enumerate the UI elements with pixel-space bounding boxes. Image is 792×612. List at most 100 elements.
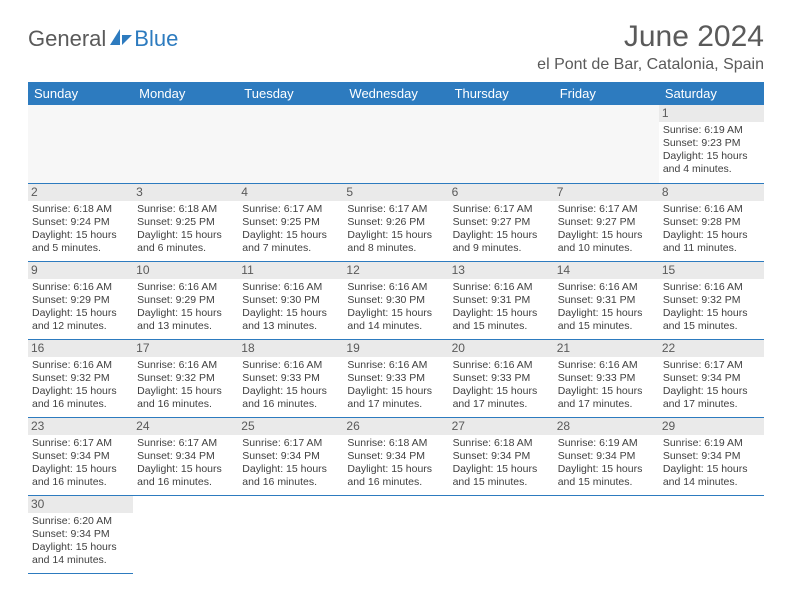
calendar-cell: 19Sunrise: 6:16 AMSunset: 9:33 PMDayligh… — [343, 339, 448, 417]
calendar-row: 9Sunrise: 6:16 AMSunset: 9:29 PMDaylight… — [28, 261, 764, 339]
day-number: 11 — [238, 262, 343, 279]
daylight-line: Daylight: 15 hours and 16 minutes. — [347, 463, 444, 489]
sunset-line: Sunset: 9:33 PM — [347, 372, 444, 385]
day-info: Sunrise: 6:16 AMSunset: 9:32 PMDaylight:… — [137, 359, 234, 412]
calendar-cell — [133, 495, 238, 573]
calendar-cell: 18Sunrise: 6:16 AMSunset: 9:33 PMDayligh… — [238, 339, 343, 417]
day-number: 23 — [28, 418, 133, 435]
daylight-line: Daylight: 15 hours and 16 minutes. — [137, 463, 234, 489]
calendar-row: 16Sunrise: 6:16 AMSunset: 9:32 PMDayligh… — [28, 339, 764, 417]
calendar-cell: 24Sunrise: 6:17 AMSunset: 9:34 PMDayligh… — [133, 417, 238, 495]
sunrise-line: Sunrise: 6:18 AM — [347, 437, 444, 450]
calendar-cell — [449, 105, 554, 183]
calendar-cell: 22Sunrise: 6:17 AMSunset: 9:34 PMDayligh… — [659, 339, 764, 417]
day-number: 24 — [133, 418, 238, 435]
daylight-line: Daylight: 15 hours and 5 minutes. — [32, 229, 129, 255]
day-number: 18 — [238, 340, 343, 357]
day-number: 2 — [28, 184, 133, 201]
day-info: Sunrise: 6:17 AMSunset: 9:34 PMDaylight:… — [663, 359, 760, 412]
calendar-cell: 13Sunrise: 6:16 AMSunset: 9:31 PMDayligh… — [449, 261, 554, 339]
calendar-cell: 9Sunrise: 6:16 AMSunset: 9:29 PMDaylight… — [28, 261, 133, 339]
sunset-line: Sunset: 9:32 PM — [32, 372, 129, 385]
sunset-line: Sunset: 9:23 PM — [663, 137, 760, 150]
calendar-cell: 15 Sunrise: 6:16 AMSunset: 9:32 PMDayligh… — [659, 261, 764, 339]
day-info: Sunrise: 6:19 AMSunset: 9:34 PMDaylight:… — [558, 437, 655, 490]
month-title: June 2024 — [537, 20, 764, 54]
sunset-line: Sunset: 9:26 PM — [347, 216, 444, 229]
sunrise-line: Sunrise: 6:17 AM — [242, 437, 339, 450]
sunrise-line: Sunrise: 6:17 AM — [558, 203, 655, 216]
daylight-line: Daylight: 15 hours and 17 minutes. — [558, 385, 655, 411]
location-text: el Pont de Bar, Catalonia, Spain — [537, 56, 764, 74]
daylight-line: Daylight: 15 hours and 14 minutes. — [347, 307, 444, 333]
weekday-header: Tuesday — [238, 82, 343, 105]
sunset-line: Sunset: 9:27 PM — [558, 216, 655, 229]
logo-text-general: General — [28, 26, 106, 52]
sunrise-line: Sunrise: 6:16 AM — [347, 359, 444, 372]
day-number: 28 — [554, 418, 659, 435]
day-info: Sunrise: 6:16 AMSunset: 9:33 PMDaylight:… — [347, 359, 444, 412]
day-number: 1 — [659, 105, 764, 122]
calendar-cell: 2 Sunrise: 6:18 AMSunset: 9:24 PMDaylight… — [28, 183, 133, 261]
sunrise-line: Sunrise: 6:16 AM — [137, 359, 234, 372]
sunset-line: Sunset: 9:33 PM — [558, 372, 655, 385]
sunrise-line: Sunrise: 6:16 AM — [242, 359, 339, 372]
day-info: Sunrise: 6:17 AMSunset: 9:27 PMDaylight:… — [453, 203, 550, 256]
calendar-cell — [659, 495, 764, 573]
calendar-cell: 23Sunrise: 6:17 AMSunset: 9:34 PMDayligh… — [28, 417, 133, 495]
calendar-cell — [554, 495, 659, 573]
calendar-cell: 30Sunrise: 6:20 AMSunset: 9:34 PMDayligh… — [28, 495, 133, 573]
calendar-cell — [343, 495, 448, 573]
calendar-cell: 27Sunrise: 6:18 AMSunset: 9:34 PMDayligh… — [449, 417, 554, 495]
day-info: Sunrise: 6:18 AMSunset: 9:25 PMDaylight:… — [137, 203, 234, 256]
sunset-line: Sunset: 9:33 PM — [453, 372, 550, 385]
day-number: 7 — [554, 184, 659, 201]
sunset-line: Sunset: 9:34 PM — [347, 450, 444, 463]
daylight-line: Daylight: 15 hours and 15 minutes. — [453, 307, 550, 333]
daylight-line: Daylight: 15 hours and 6 minutes. — [137, 229, 234, 255]
day-info: Sunrise: 6:16 AMSunset: 9:32 PMDaylight:… — [663, 281, 760, 334]
sunset-line: Sunset: 9:33 PM — [242, 372, 339, 385]
sunrise-line: Sunrise: 6:16 AM — [663, 281, 760, 294]
day-info: Sunrise: 6:17 AMSunset: 9:27 PMDaylight:… — [558, 203, 655, 256]
sunset-line: Sunset: 9:29 PM — [137, 294, 234, 307]
sunrise-line: Sunrise: 6:19 AM — [663, 124, 760, 137]
day-info: Sunrise: 6:16 AMSunset: 9:30 PMDaylight:… — [242, 281, 339, 334]
day-info: Sunrise: 6:19 AMSunset: 9:23 PMDaylight:… — [663, 124, 760, 177]
day-info: Sunrise: 6:17 AMSunset: 9:34 PMDaylight:… — [242, 437, 339, 490]
weekday-header: Thursday — [449, 82, 554, 105]
sunset-line: Sunset: 9:25 PM — [242, 216, 339, 229]
daylight-line: Daylight: 15 hours and 17 minutes. — [453, 385, 550, 411]
daylight-line: Daylight: 15 hours and 16 minutes. — [137, 385, 234, 411]
daylight-line: Daylight: 15 hours and 9 minutes. — [453, 229, 550, 255]
day-number: 8 — [659, 184, 764, 201]
calendar-cell — [28, 105, 133, 183]
day-info: Sunrise: 6:16 AMSunset: 9:28 PMDaylight:… — [663, 203, 760, 256]
sunset-line: Sunset: 9:27 PM — [453, 216, 550, 229]
calendar-cell — [554, 105, 659, 183]
daylight-line: Daylight: 15 hours and 13 minutes. — [137, 307, 234, 333]
day-number: 15 — [659, 262, 764, 279]
day-number: 30 — [28, 496, 133, 513]
calendar-cell: 28 Sunrise: 6:19 AMSunset: 9:34 PMDayligh… — [554, 417, 659, 495]
sunrise-line: Sunrise: 6:18 AM — [453, 437, 550, 450]
day-info: Sunrise: 6:17 AMSunset: 9:26 PMDaylight:… — [347, 203, 444, 256]
daylight-line: Daylight: 15 hours and 16 minutes. — [32, 463, 129, 489]
sunrise-line: Sunrise: 6:18 AM — [32, 203, 129, 216]
sunrise-line: Sunrise: 6:17 AM — [453, 203, 550, 216]
sunset-line: Sunset: 9:28 PM — [663, 216, 760, 229]
sunset-line: Sunset: 9:34 PM — [558, 450, 655, 463]
day-info: Sunrise: 6:18 AMSunset: 9:24 PMDaylight:… — [32, 203, 129, 256]
calendar-cell: 21Sunrise: 6:16 AMSunset: 9:33 PMDayligh… — [554, 339, 659, 417]
weekday-header: Sunday — [28, 82, 133, 105]
calendar-row: 2 Sunrise: 6:18 AMSunset: 9:24 PMDaylight… — [28, 183, 764, 261]
sunrise-line: Sunrise: 6:19 AM — [663, 437, 760, 450]
calendar-cell: 12Sunrise: 6:16 AMSunset: 9:30 PMDayligh… — [343, 261, 448, 339]
calendar-cell — [343, 105, 448, 183]
day-info: Sunrise: 6:16 AMSunset: 9:32 PMDaylight:… — [32, 359, 129, 412]
day-number: 21 — [554, 340, 659, 357]
sunrise-line: Sunrise: 6:16 AM — [137, 281, 234, 294]
sunrise-line: Sunrise: 6:20 AM — [32, 515, 129, 528]
calendar-cell: 20Sunrise: 6:16 AMSunset: 9:33 PMDayligh… — [449, 339, 554, 417]
calendar-cell: 7 Sunrise: 6:17 AMSunset: 9:27 PMDaylight… — [554, 183, 659, 261]
